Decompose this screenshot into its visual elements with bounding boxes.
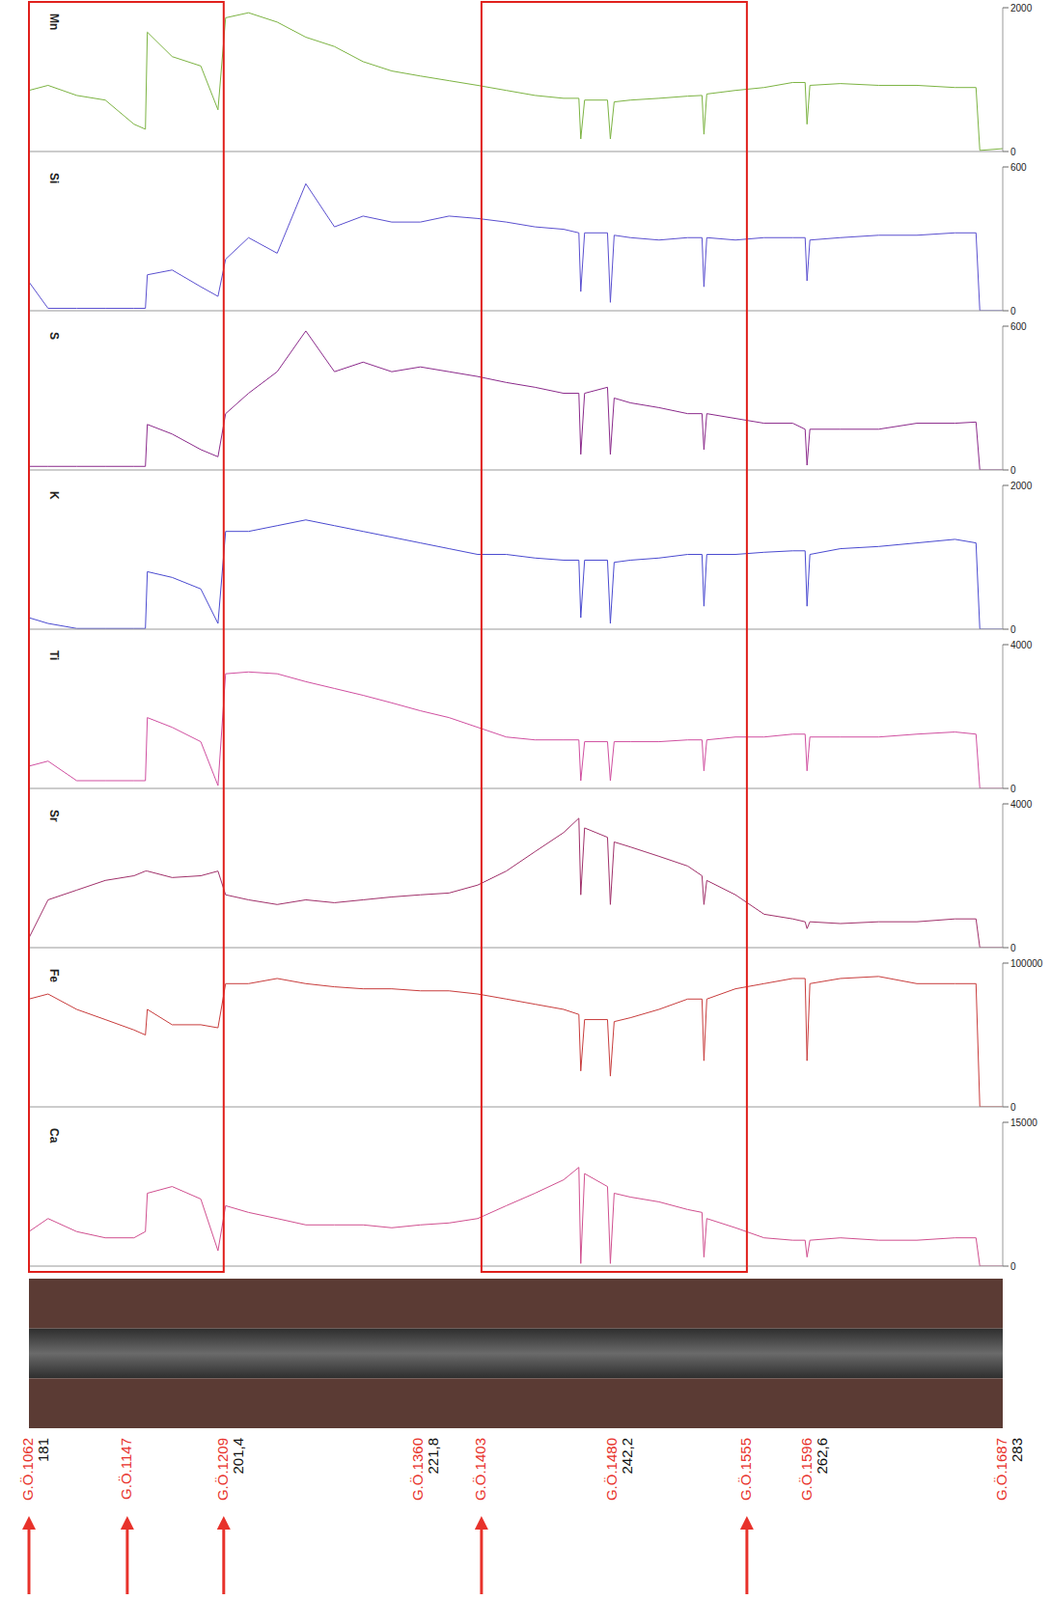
svg-text:2000: 2000 [1010, 480, 1033, 492]
svg-text:0: 0 [1010, 465, 1017, 476]
svg-text:K: K [47, 491, 61, 500]
svg-text:Ti: Ti [47, 650, 61, 661]
svg-text:4000: 4000 [1010, 799, 1033, 810]
svg-text:2000: 2000 [1010, 2, 1033, 14]
svg-text:G.Ö.1360: G.Ö.1360 [409, 1438, 426, 1501]
svg-text:221,8: 221,8 [424, 1438, 442, 1475]
svg-text:G.Ö.1062: G.Ö.1062 [19, 1438, 36, 1501]
svg-text:Si: Si [47, 172, 61, 184]
svg-text:G.Ö.1480: G.Ö.1480 [603, 1438, 620, 1501]
svg-text:G.Ö.1209: G.Ö.1209 [214, 1438, 231, 1501]
svg-text:Sr: Sr [47, 809, 61, 823]
svg-text:G.Ö.1403: G.Ö.1403 [471, 1438, 489, 1501]
svg-text:600: 600 [1010, 162, 1027, 173]
svg-text:0: 0 [1010, 1261, 1017, 1273]
svg-text:181: 181 [34, 1438, 52, 1463]
svg-text:S: S [47, 331, 61, 340]
svg-text:100000: 100000 [1010, 958, 1044, 969]
svg-text:262,6: 262,6 [813, 1438, 830, 1475]
svg-text:283: 283 [1008, 1438, 1025, 1463]
svg-text:0: 0 [1010, 305, 1017, 317]
svg-text:242,2: 242,2 [618, 1438, 636, 1475]
svg-text:G.Ö.1687: G.Ö.1687 [993, 1438, 1010, 1501]
svg-text:G.Ö.1596: G.Ö.1596 [798, 1438, 815, 1501]
svg-text:4000: 4000 [1010, 639, 1033, 651]
svg-text:G.Ö.1555: G.Ö.1555 [737, 1438, 754, 1501]
svg-text:600: 600 [1010, 321, 1027, 332]
svg-text:201,4: 201,4 [229, 1438, 247, 1475]
svg-text:0: 0 [1010, 942, 1017, 954]
svg-text:Ca: Ca [47, 1128, 61, 1144]
svg-text:0: 0 [1010, 624, 1017, 636]
svg-text:0: 0 [1010, 783, 1017, 795]
svg-text:15000: 15000 [1010, 1117, 1038, 1129]
svg-text:G.Ö.1147: G.Ö.1147 [117, 1438, 135, 1500]
svg-text:Mn: Mn [47, 13, 61, 30]
svg-text:Fe: Fe [47, 968, 61, 983]
svg-text:0: 0 [1010, 1102, 1017, 1113]
svg-text:0: 0 [1010, 146, 1017, 158]
